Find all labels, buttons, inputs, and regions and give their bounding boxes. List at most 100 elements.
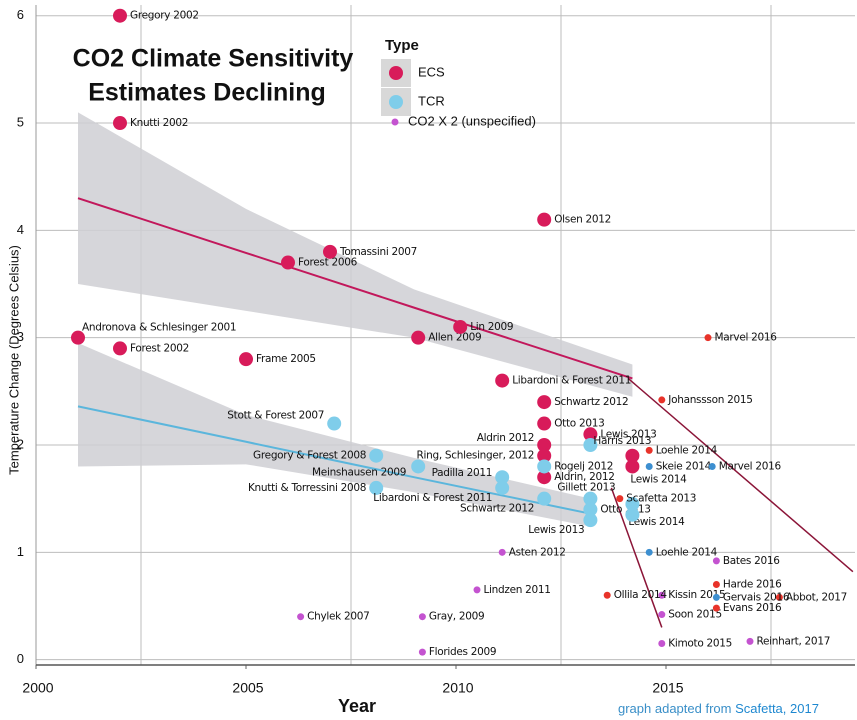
data-point bbox=[712, 593, 720, 601]
data-point bbox=[495, 480, 510, 495]
point-label: Ring, Schlesinger, 2012 bbox=[417, 450, 535, 462]
point-label: Bates 2016 bbox=[723, 555, 780, 567]
data-point bbox=[113, 341, 127, 356]
point-label: Meinshausen 2009 bbox=[312, 466, 406, 478]
data-point bbox=[658, 640, 666, 648]
legend-marker bbox=[389, 95, 403, 109]
y-axis-label: Temperature Change (Degrees Celsius) bbox=[6, 245, 21, 475]
data-point bbox=[708, 462, 716, 470]
data-point bbox=[537, 491, 552, 506]
data-point bbox=[704, 334, 712, 342]
point-label: Stott & Forest 2007 bbox=[227, 410, 324, 422]
data-point bbox=[583, 491, 598, 506]
point-label: Schwartz 2012 bbox=[554, 396, 628, 408]
point-label: Aldrin 2012 bbox=[477, 432, 534, 444]
data-point bbox=[775, 593, 783, 601]
legend-label: ECS bbox=[418, 64, 445, 79]
data-point bbox=[583, 513, 598, 528]
point-label: Asten 2012 bbox=[509, 546, 566, 558]
data-point bbox=[712, 581, 720, 589]
point-label: Forest 2006 bbox=[298, 257, 358, 269]
data-point bbox=[411, 330, 426, 345]
data-point bbox=[323, 244, 337, 259]
trend-line bbox=[77, 405, 591, 515]
x-tick-label: 2000 bbox=[22, 680, 53, 696]
x-tick-label: 2005 bbox=[232, 680, 263, 696]
data-point bbox=[369, 480, 384, 495]
data-point bbox=[645, 462, 653, 470]
point-label: Chylek 2007 bbox=[307, 611, 369, 623]
data-point bbox=[537, 395, 552, 410]
data-point bbox=[369, 448, 384, 463]
data-point bbox=[583, 438, 598, 452]
point-label: Lewis 2014 bbox=[628, 516, 685, 528]
point-label: Loehle 2014 bbox=[656, 546, 718, 558]
point-label: Libardoni & Forest 2011 bbox=[373, 492, 492, 504]
data-point bbox=[583, 502, 598, 517]
x-tick-label: 2015 bbox=[652, 680, 683, 696]
point-label: Knutti & Torressini 2008 bbox=[248, 482, 366, 494]
point-label: Olsen 2012 bbox=[554, 214, 611, 226]
data-point bbox=[495, 470, 510, 485]
point-label: Ollila 2014 bbox=[614, 589, 668, 601]
point-label: Knutti 2002 bbox=[130, 117, 188, 129]
point-label: Libardoni & Forest 2011 bbox=[512, 375, 631, 387]
point-label: Loehle 2014 bbox=[656, 444, 718, 456]
chart-title: Estimates Declining bbox=[88, 79, 326, 107]
data-point bbox=[71, 330, 85, 345]
data-point bbox=[418, 613, 426, 621]
point-label: Johanssson 2015 bbox=[667, 394, 752, 406]
data-point bbox=[625, 497, 640, 512]
point-label: Florides 2009 bbox=[429, 646, 496, 658]
point-label: Allen 2009 bbox=[428, 332, 481, 344]
point-label: Lewis 2013 bbox=[528, 524, 584, 536]
data-point bbox=[473, 586, 481, 594]
point-label: Abbot, 2017 bbox=[786, 591, 847, 603]
point-label: Lewis 2014 bbox=[630, 473, 687, 485]
point-label: Forest 2002 bbox=[130, 342, 189, 354]
x-tick-label: 2010 bbox=[442, 680, 473, 696]
point-label: Gillett 2013 bbox=[557, 482, 615, 494]
y-tick-label: 1 bbox=[17, 544, 24, 559]
data-point bbox=[453, 319, 468, 334]
point-label: Padilla 2011 bbox=[432, 467, 493, 479]
data-point bbox=[658, 396, 666, 404]
point-label: Gervais 2016 bbox=[723, 591, 790, 603]
plot-area: Gregory 2002 Knutti 2002 Andronova & Schle… bbox=[35, 5, 855, 669]
data-point bbox=[658, 591, 666, 599]
source-text: graph adapted from bbox=[618, 701, 731, 716]
data-point bbox=[537, 416, 552, 431]
data-point bbox=[537, 212, 552, 227]
point-label: Andronova & Schlesinger 2001 bbox=[82, 322, 236, 334]
data-point bbox=[658, 611, 666, 619]
point-label: Harde 2016 bbox=[723, 579, 782, 591]
point-label: Frame 2005 bbox=[256, 353, 316, 365]
data-point bbox=[113, 116, 127, 131]
data-point bbox=[537, 470, 552, 485]
data-point bbox=[281, 255, 295, 270]
data-point bbox=[645, 446, 653, 454]
point-label: Harris 2013 bbox=[593, 435, 651, 447]
data-point bbox=[625, 448, 640, 463]
data-point bbox=[625, 507, 640, 522]
annotation-line bbox=[627, 377, 854, 573]
data-point bbox=[498, 548, 506, 556]
x-axis-label: Year bbox=[338, 696, 376, 716]
point-label: Marvel 2016 bbox=[719, 460, 782, 472]
point-label: Gregory & Forest 2008 bbox=[253, 450, 366, 462]
source-link: Scafetta, 2017 bbox=[735, 701, 819, 716]
data-point bbox=[537, 448, 552, 463]
y-tick-label: 3 bbox=[17, 329, 24, 344]
confidence-band bbox=[78, 343, 591, 527]
data-point bbox=[625, 459, 640, 474]
point-label: Lewis 2013 bbox=[600, 428, 656, 440]
data-point bbox=[746, 637, 754, 645]
data-point bbox=[327, 416, 342, 431]
point-label: Lindzen 2011 bbox=[484, 584, 551, 596]
data-point bbox=[239, 352, 253, 367]
point-label: Schwartz 2012 bbox=[460, 503, 534, 515]
data-point bbox=[411, 459, 426, 474]
y-tick-label: 2 bbox=[17, 436, 24, 451]
point-label: Soon 2015 bbox=[668, 609, 722, 621]
